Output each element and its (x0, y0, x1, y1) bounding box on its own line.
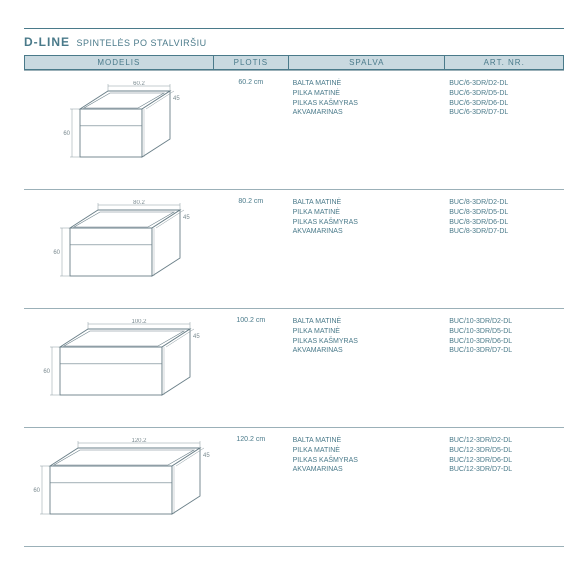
table-row: 120.24560120.2 cmBALTA MATINĖPILKA MATIN… (24, 427, 564, 547)
svg-text:60: 60 (63, 131, 70, 137)
table-row: 80.2456080.2 cmBALTA MATINĖPILKA MATINĖP… (24, 189, 564, 308)
art-number: BUC/8-3DR/D2-DL (449, 198, 560, 208)
color-option: PILKAS KAŠMYRAS (293, 456, 442, 466)
art-number: BUC/10-3DR/D2-DL (449, 317, 560, 327)
svg-text:80.2: 80.2 (133, 200, 145, 206)
cell-model: 60.2 45 60 (24, 71, 213, 189)
art-number: BUC/6-3DR/D7-DL (449, 108, 560, 118)
color-option: PILKA MATINĖ (293, 208, 442, 218)
cell-model: 100.2 45 60 (24, 309, 213, 427)
art-number: BUC/6-3DR/D2-DL (449, 79, 560, 89)
art-number: BUC/8-3DR/D5-DL (449, 208, 560, 218)
art-number: BUC/10-3DR/D6-DL (449, 337, 560, 347)
header-table: MODELIS PLOTIS SPALVA ART. NR. (24, 55, 564, 70)
cell-art: BUC/6-3DR/D2-DLBUC/6-3DR/D5-DLBUC/6-3DR/… (445, 71, 564, 189)
art-number: BUC/10-3DR/D7-DL (449, 346, 560, 356)
cell-width: 120.2 cm (213, 428, 289, 546)
color-option: BALTA MATINĖ (293, 79, 442, 89)
svg-text:45: 45 (183, 215, 190, 221)
color-option: PILKA MATINĖ (293, 327, 442, 337)
color-option: PILKAS KAŠMYRAS (293, 99, 442, 109)
color-option: AKVAMARINAS (293, 108, 442, 118)
title-row: D-LINE SPINTELĖS PO STALVIRŠIU (24, 28, 564, 51)
art-number: BUC/10-3DR/D5-DL (449, 327, 560, 337)
color-option: PILKA MATINĖ (293, 446, 442, 456)
svg-text:60.2: 60.2 (133, 81, 145, 87)
art-number: BUC/12-3DR/D6-DL (449, 456, 560, 466)
cell-art: BUC/10-3DR/D2-DLBUC/10-3DR/D5-DLBUC/10-3… (445, 309, 564, 427)
col-color: SPALVA (289, 56, 445, 70)
table-row: 60.2456060.2 cmBALTA MATINĖPILKA MATINĖP… (24, 70, 564, 189)
svg-text:45: 45 (203, 453, 210, 459)
art-number: BUC/8-3DR/D7-DL (449, 227, 560, 237)
cell-color: BALTA MATINĖPILKA MATINĖPILKAS KAŠMYRASA… (289, 190, 446, 308)
cell-color: BALTA MATINĖPILKA MATINĖPILKAS KAŠMYRASA… (289, 71, 446, 189)
col-model: MODELIS (25, 56, 214, 70)
color-option: AKVAMARINAS (293, 227, 442, 237)
svg-text:100.2: 100.2 (131, 319, 147, 325)
svg-text:60: 60 (33, 488, 40, 494)
svg-text:45: 45 (173, 96, 180, 102)
cabinet-drawing: 100.2 45 60 (34, 319, 204, 419)
color-option: BALTA MATINĖ (293, 436, 442, 446)
color-option: AKVAMARINAS (293, 346, 442, 356)
art-number: BUC/6-3DR/D5-DL (449, 89, 560, 99)
cabinet-drawing: 60.2 45 60 (54, 81, 184, 181)
art-number: BUC/8-3DR/D6-DL (449, 218, 560, 228)
cell-color: BALTA MATINĖPILKA MATINĖPILKAS KAŠMYRASA… (289, 309, 446, 427)
cabinet-drawing: 120.2 45 60 (24, 438, 214, 538)
col-width: PLOTIS (213, 56, 288, 70)
color-option: PILKAS KAŠMYRAS (293, 218, 442, 228)
title-sub: SPINTELĖS PO STALVIRŠIU (76, 38, 206, 48)
color-option: BALTA MATINĖ (293, 317, 442, 327)
color-option: PILKAS KAŠMYRAS (293, 337, 442, 347)
svg-text:45: 45 (193, 334, 200, 340)
color-option: AKVAMARINAS (293, 465, 442, 475)
cell-color: BALTA MATINĖPILKA MATINĖPILKAS KAŠMYRASA… (289, 428, 446, 546)
art-number: BUC/12-3DR/D5-DL (449, 446, 560, 456)
color-option: PILKA MATINĖ (293, 89, 442, 99)
rows-container: 60.2456060.2 cmBALTA MATINĖPILKA MATINĖP… (24, 70, 564, 547)
table-row: 100.24560100.2 cmBALTA MATINĖPILKA MATIN… (24, 308, 564, 427)
title-main: D-LINE (24, 35, 70, 49)
cell-art: BUC/8-3DR/D2-DLBUC/8-3DR/D5-DLBUC/8-3DR/… (445, 190, 564, 308)
cell-width: 100.2 cm (213, 309, 289, 427)
art-number: BUC/12-3DR/D7-DL (449, 465, 560, 475)
svg-text:120.2: 120.2 (131, 438, 147, 444)
cell-width: 80.2 cm (213, 190, 289, 308)
svg-text:60: 60 (53, 250, 60, 256)
art-number: BUC/6-3DR/D6-DL (449, 99, 560, 109)
color-option: BALTA MATINĖ (293, 198, 442, 208)
cabinet-drawing: 80.2 45 60 (44, 200, 194, 300)
cell-art: BUC/12-3DR/D2-DLBUC/12-3DR/D5-DLBUC/12-3… (445, 428, 564, 546)
cell-width: 60.2 cm (213, 71, 289, 189)
cell-model: 120.2 45 60 (24, 428, 213, 546)
art-number: BUC/12-3DR/D2-DL (449, 436, 560, 446)
svg-text:60: 60 (43, 369, 50, 375)
col-art: ART. NR. (445, 56, 564, 70)
cell-model: 80.2 45 60 (24, 190, 213, 308)
